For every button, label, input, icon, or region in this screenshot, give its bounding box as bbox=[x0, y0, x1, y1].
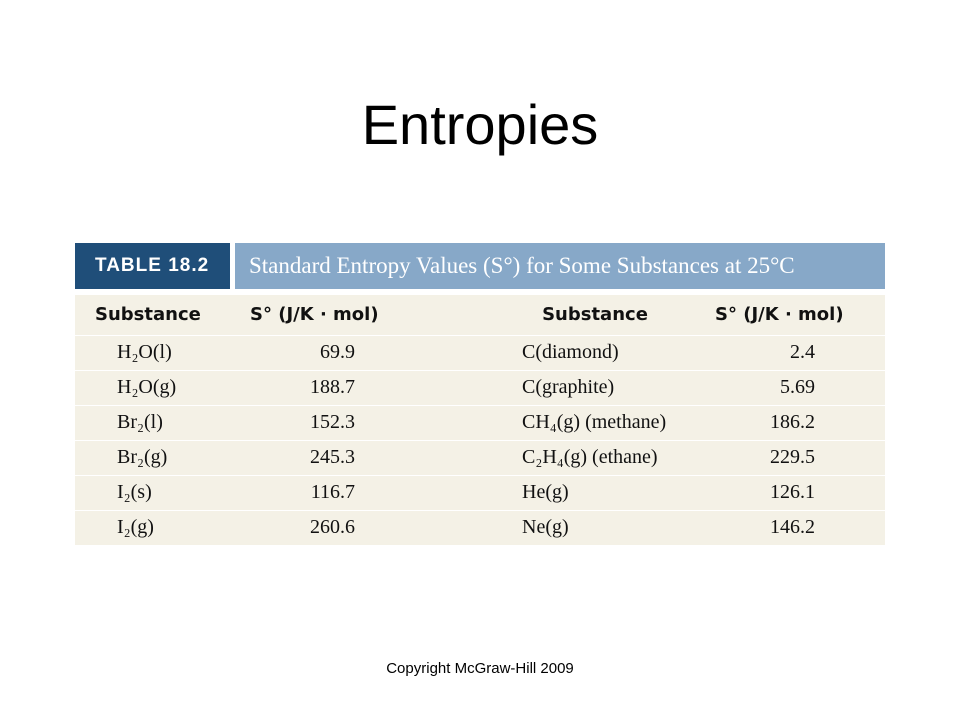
row-line bbox=[75, 440, 885, 441]
entropy-value: 2.4 bbox=[790, 341, 815, 363]
entropy-value: 5.69 bbox=[780, 376, 815, 398]
entropy-value: 126.1 bbox=[770, 481, 815, 503]
entropy-value: 260.6 bbox=[310, 516, 355, 538]
row-line bbox=[75, 335, 885, 336]
entropy-value: 69.9 bbox=[320, 341, 355, 363]
column-header: S° (J/K · mol) bbox=[250, 304, 379, 325]
entropy-value: 245.3 bbox=[310, 446, 355, 468]
substance: C₂H₄(g) (ethane) bbox=[522, 446, 658, 468]
substance: Br₂(g) bbox=[117, 446, 168, 468]
substance: C(diamond) bbox=[522, 341, 619, 363]
footer: Copyright McGraw-Hill 2009 bbox=[386, 660, 574, 677]
row-line bbox=[75, 370, 885, 371]
entropy-value: 116.7 bbox=[310, 481, 355, 503]
substance: H₂O(g) bbox=[117, 376, 177, 398]
substance: CH₄(g) (methane) bbox=[522, 411, 667, 433]
row-line bbox=[75, 405, 885, 406]
entropy-value: 188.7 bbox=[310, 376, 355, 398]
column-header: Substance bbox=[542, 304, 648, 325]
table-caption: Standard Entropy Values (S°) for Some Su… bbox=[235, 243, 885, 289]
column-header: S° (J/K · mol) bbox=[715, 304, 844, 325]
entropy-value: 186.2 bbox=[770, 411, 815, 433]
row-line bbox=[75, 475, 885, 476]
substance: He(g) bbox=[522, 481, 569, 503]
substance: Ne(g) bbox=[522, 516, 569, 538]
substance: I₂(g) bbox=[117, 516, 154, 538]
row-line bbox=[75, 510, 885, 511]
substance: C(graphite) bbox=[522, 376, 615, 398]
table-body: Substance S° (J/K · mol) Substance S° (J/K … bbox=[75, 295, 885, 545]
slide-title: Entropies bbox=[361, 93, 599, 156]
table-label: TABLE 18.2 bbox=[75, 243, 230, 289]
substance: Br₂(l) bbox=[117, 411, 163, 433]
entropy-value: 152.3 bbox=[310, 411, 355, 433]
entropy-value: 229.5 bbox=[770, 446, 815, 468]
column-header: Substance bbox=[95, 304, 201, 325]
substance: H₂O(l) bbox=[117, 341, 172, 363]
entropy-value: 146.2 bbox=[770, 516, 815, 538]
substance: I₂(s) bbox=[117, 481, 152, 503]
